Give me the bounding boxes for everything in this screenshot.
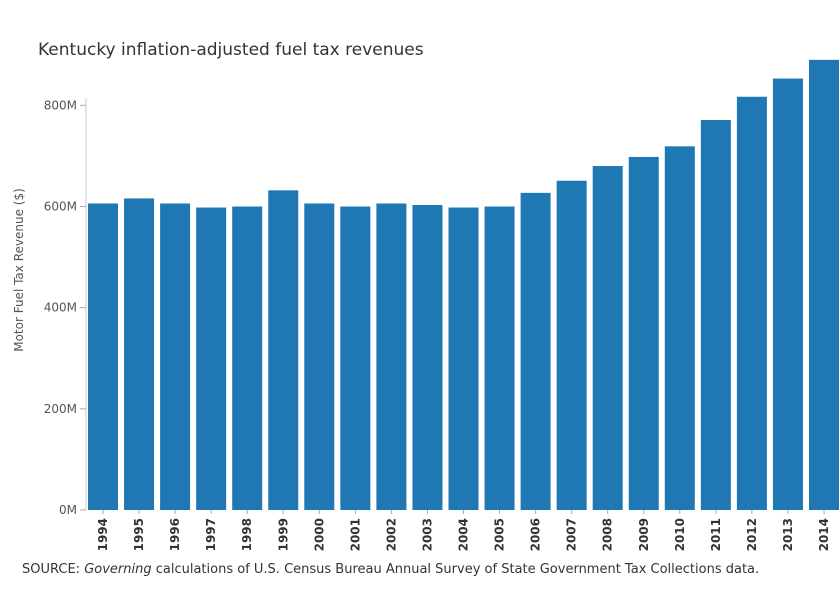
source-suffix: calculations of U.S. Census Bureau Annua…: [151, 562, 760, 577]
bar: [592, 166, 623, 510]
source-note: SOURCE: Governing calculations of U.S. C…: [22, 562, 759, 577]
x-tick-label: 2009: [637, 518, 651, 551]
bar: [268, 190, 299, 510]
bar: [664, 146, 695, 510]
y-tick-label: 800M: [44, 98, 77, 112]
bar: [556, 180, 587, 511]
x-tick-label: 2000: [312, 518, 326, 551]
x-tick-label: 1996: [168, 518, 182, 551]
x-tick-label: 2007: [565, 518, 579, 551]
y-axis-title: Motor Fuel Tax Revenue ($): [12, 188, 26, 352]
x-tick-label: 2003: [420, 518, 434, 551]
x-tick-label: 2001: [348, 518, 362, 551]
bar: [232, 206, 263, 510]
bar: [700, 120, 731, 510]
y-tick-label: 0M: [59, 503, 77, 517]
bar: [124, 198, 155, 511]
x-tick-label: 1994: [96, 518, 110, 551]
bar: [772, 78, 803, 510]
bar: [809, 59, 839, 510]
x-tick-label: 2005: [493, 518, 507, 551]
source-emphasis: Governing: [84, 562, 152, 577]
x-tick-label: 2004: [457, 518, 471, 551]
bar: [520, 192, 551, 510]
bar: [304, 203, 335, 510]
bar: [628, 156, 659, 510]
x-tick-label: 1997: [204, 518, 218, 551]
y-tick-label: 600M: [44, 200, 77, 214]
bar: [448, 207, 479, 510]
x-tick-label: 2011: [709, 518, 723, 551]
x-tick-label: 2006: [529, 518, 543, 551]
x-tick-label: 2010: [673, 518, 687, 551]
x-tick-label: 1995: [132, 518, 146, 551]
x-tick-label: 2013: [781, 518, 795, 551]
x-tick-label: 1998: [240, 518, 254, 551]
y-tick-label: 400M: [44, 301, 77, 315]
bar: [412, 205, 443, 510]
x-tick-label: 2012: [745, 518, 759, 551]
x-tick-label: 2002: [384, 518, 398, 551]
bar: [196, 207, 227, 510]
bar: [88, 203, 118, 510]
x-tick-label: 2014: [817, 518, 831, 551]
bar: [484, 206, 515, 510]
y-tick-label: 200M: [44, 402, 77, 416]
source-prefix: SOURCE:: [22, 562, 85, 577]
chart-title: Kentucky inflation-adjusted fuel tax rev…: [38, 40, 424, 60]
bar: [376, 203, 407, 510]
bar: [340, 206, 371, 510]
bar: [736, 96, 767, 510]
x-tick-label: 2008: [601, 518, 615, 551]
x-tick-label: 1999: [276, 518, 290, 551]
bar: [160, 203, 191, 510]
